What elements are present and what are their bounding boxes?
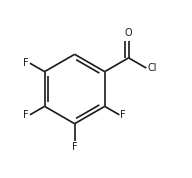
Text: O: O <box>125 28 132 38</box>
Text: F: F <box>120 110 126 120</box>
Text: F: F <box>23 110 29 120</box>
Text: F: F <box>23 58 29 68</box>
Text: F: F <box>72 142 77 151</box>
Text: Cl: Cl <box>148 63 157 73</box>
